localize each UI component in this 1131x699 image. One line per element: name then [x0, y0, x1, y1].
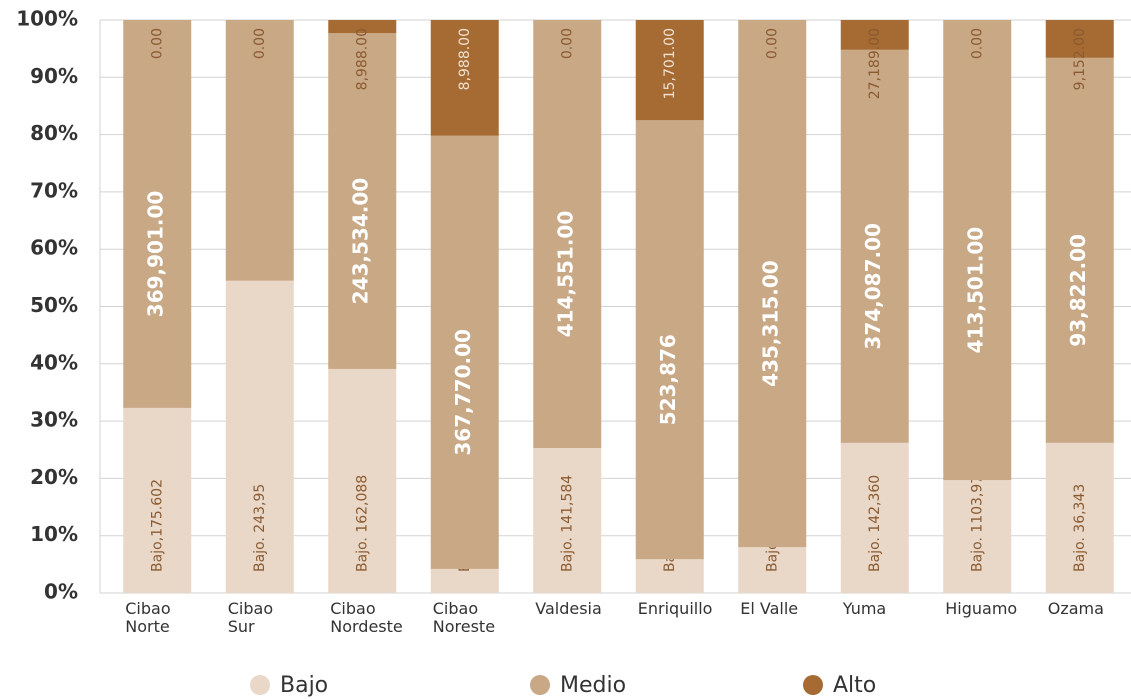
x-tick-label: El Valle: [740, 599, 799, 618]
bar-segment: [430, 20, 499, 136]
data-label: 243,534.00: [349, 178, 373, 305]
bar-segment: [430, 568, 499, 593]
legend-marker: [530, 675, 550, 695]
data-label: 435,315.00: [759, 260, 783, 387]
bar-segment: [225, 20, 294, 281]
y-tick-label: 20%: [30, 465, 78, 489]
x-tick-label: Ozama: [1047, 599, 1104, 618]
legend-label: Bajo: [280, 673, 328, 698]
bar-segment: [738, 20, 807, 548]
bar-segment: [533, 448, 602, 593]
data-label: 8,988.00: [457, 28, 473, 90]
data-label: 0.00: [149, 28, 165, 59]
y-tick-label: 80%: [30, 121, 78, 145]
y-tick-label: 50%: [30, 293, 78, 317]
y-tick-label: 10%: [30, 522, 78, 546]
bar-segment: [430, 135, 499, 569]
data-label: Bajo. 1103,976: [969, 466, 985, 572]
x-tick-label: Valdesia: [535, 599, 602, 618]
y-tick-label: 30%: [30, 408, 78, 432]
bar-segment: [635, 559, 704, 593]
bar-segment: [1045, 57, 1114, 443]
data-label: 369,901.00: [144, 191, 168, 318]
y-tick-label: 100%: [16, 7, 78, 31]
data-label: 414,551.00: [554, 211, 578, 338]
data-label: 15,701.00: [662, 28, 678, 99]
bar-segment: [738, 547, 807, 593]
data-label: 367,770.00: [451, 329, 475, 456]
bar-segment: [328, 20, 397, 34]
bar-segment: [840, 442, 909, 593]
data-label: 374,087.00: [861, 223, 885, 350]
x-tick-label: Higuamo: [945, 599, 1018, 618]
y-tick-label: 90%: [30, 64, 78, 88]
data-label: 523,876: [656, 334, 680, 425]
x-tick-label: Cibao Sur: [227, 599, 274, 636]
legend-label: Medio: [560, 673, 626, 698]
data-label: Bajo. 141,584: [559, 475, 575, 572]
bar-segment: [328, 33, 397, 369]
legend-marker: [803, 675, 823, 695]
bar-segment: [635, 120, 704, 560]
data-label: Bajo. 243,95: [252, 484, 268, 572]
bar-segment: [533, 20, 602, 449]
x-tick-label: Cibao Norte: [125, 599, 171, 636]
data-label: Bajo. 36,343: [1072, 484, 1088, 572]
bar-segment: [943, 480, 1012, 593]
data-label: 0.00: [559, 28, 575, 59]
data-label: 9,152.00: [1072, 28, 1088, 90]
data-label: Bajo. 142,360: [867, 475, 883, 572]
bar-segment: [328, 368, 397, 593]
data-label: 0.00: [969, 28, 985, 59]
data-label: 8,988.00: [354, 28, 370, 90]
x-tick-label: Enriquillo: [637, 599, 713, 618]
bar-segment: [1045, 442, 1114, 593]
data-label: Bajo. 162,088: [354, 475, 370, 572]
bar-segment: [840, 20, 909, 50]
bar-segment: [225, 280, 294, 593]
bar-segment: [840, 49, 909, 443]
y-tick-label: 0%: [44, 580, 78, 604]
x-tick-label: Cibao Nordeste: [330, 599, 403, 636]
x-tick-label: Cibao Noreste: [432, 599, 496, 636]
data-label: 0.00: [764, 28, 780, 59]
bar-segment: [1045, 20, 1114, 58]
bar-segment: [123, 20, 192, 408]
data-label: 93,822.00: [1066, 234, 1090, 347]
legend-marker: [250, 675, 270, 695]
legend-label: Alto: [833, 673, 876, 698]
y-tick-label: 60%: [30, 236, 78, 260]
y-tick-label: 40%: [30, 350, 78, 374]
x-tick-label: Yuma: [842, 599, 887, 618]
bar-segment: [123, 407, 192, 593]
data-label: Bajo,175.602: [149, 479, 165, 572]
data-label: 0.00: [252, 28, 268, 59]
data-label: 27,189.00: [867, 28, 883, 99]
y-tick-label: 70%: [30, 178, 78, 202]
bar-segment: [635, 20, 704, 121]
bar-segment: [943, 20, 1012, 481]
data-label: 413,501.00: [964, 227, 988, 354]
